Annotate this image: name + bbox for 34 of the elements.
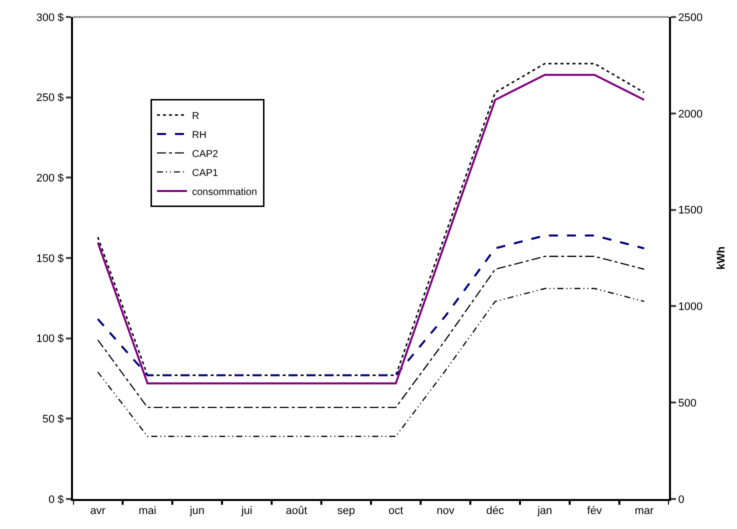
line-series — [96, 234, 646, 376]
line-series — [97, 288, 645, 437]
x-tick-label: déc — [486, 505, 505, 518]
y-tick-label: 150 $ — [36, 252, 64, 265]
y-tick-label: 100 $ — [36, 333, 64, 346]
x-tick-label: jan — [536, 505, 552, 518]
y2-tick-label: 0 — [678, 494, 684, 506]
y2-tick-label: 2500 — [678, 12, 703, 24]
y2-tick-label: 1500 — [678, 204, 703, 217]
y-tick-label: 50 $ — [42, 414, 64, 426]
y-tick-label: 200 $ — [36, 172, 64, 185]
y2-tick-label: 500 — [678, 397, 697, 410]
x-tick-label: mai — [138, 505, 156, 518]
x-tick-label: nov — [436, 505, 455, 518]
y2-tick-label: 2000 — [678, 108, 703, 120]
y-tick-label: 300 $ — [36, 12, 64, 24]
x-tick-label: sep — [337, 505, 356, 518]
x-tick-label: août — [286, 505, 308, 518]
x-tick-label: oct — [388, 505, 404, 518]
x-tick-label: mar — [634, 505, 654, 518]
x-tick-label: jun — [188, 505, 205, 518]
x-tick-label: avr — [90, 505, 106, 518]
y-tick-label: 250 $ — [36, 92, 64, 104]
legend-label: RH — [192, 130, 206, 141]
x-tick-label: jui — [240, 505, 252, 518]
y-tick-label: 0 $ — [48, 494, 64, 506]
legend-label: R — [192, 110, 200, 122]
y2-tick-label: 1000 — [678, 301, 703, 314]
legend-label: CAP2 — [192, 148, 219, 160]
line-series — [97, 256, 645, 408]
legend-label: CAP1 — [192, 168, 219, 179]
legend-label: consommation — [192, 186, 258, 198]
y2-axis-title: kWh — [715, 246, 728, 270]
x-tick-label: fév — [587, 505, 602, 518]
